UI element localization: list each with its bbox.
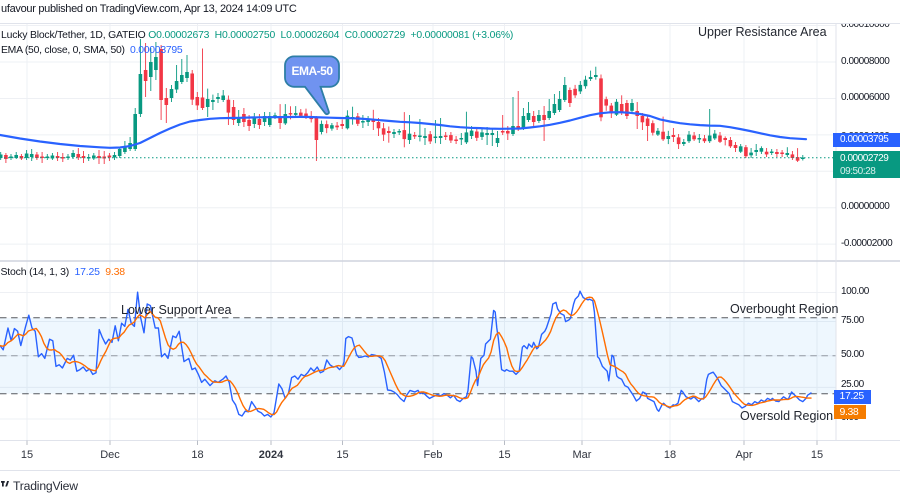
svg-text:EMA-50: EMA-50 [291, 64, 333, 78]
